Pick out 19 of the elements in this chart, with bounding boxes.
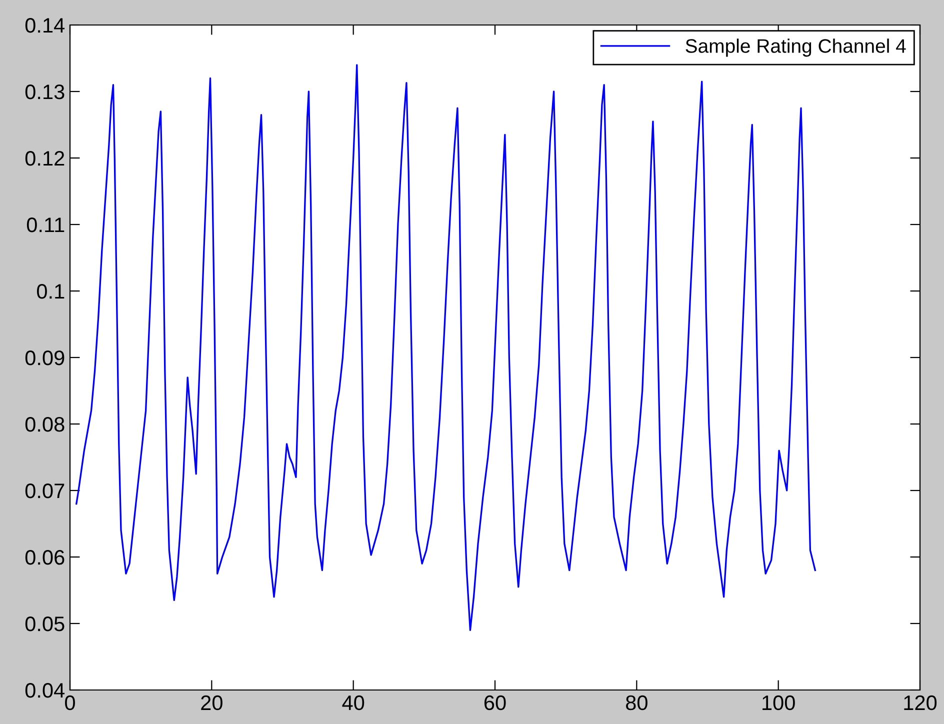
y-tick-label: 0.06 bbox=[25, 550, 64, 565]
y-tick-label: 0.04 bbox=[25, 683, 65, 698]
x-tick-label: 120 bbox=[904, 695, 937, 710]
y-tick-label: 0.08 bbox=[25, 417, 64, 432]
y-tick-label: 0.05 bbox=[25, 616, 64, 632]
legend-label: Sample Rating Channel 4 bbox=[686, 38, 906, 57]
y-tick-label: 0.13 bbox=[25, 84, 64, 100]
y-tick-label: 0.12 bbox=[25, 151, 64, 166]
y-tick-label: 0.07 bbox=[25, 484, 64, 498]
x-tick-label: 0 bbox=[65, 695, 75, 710]
y-tick-label: 0.09 bbox=[25, 350, 64, 366]
x-tick-label: 20 bbox=[201, 695, 222, 710]
y-tick-label: 0.11 bbox=[26, 218, 64, 232]
y-tick-label: 0.14 bbox=[25, 18, 65, 33]
y-tick-label: 0.1 bbox=[36, 284, 64, 299]
x-tick-label: 100 bbox=[762, 695, 795, 710]
x-tick-label: 80 bbox=[626, 695, 648, 710]
x-tick-label: 40 bbox=[342, 695, 364, 710]
x-tick-label: 60 bbox=[484, 695, 506, 710]
